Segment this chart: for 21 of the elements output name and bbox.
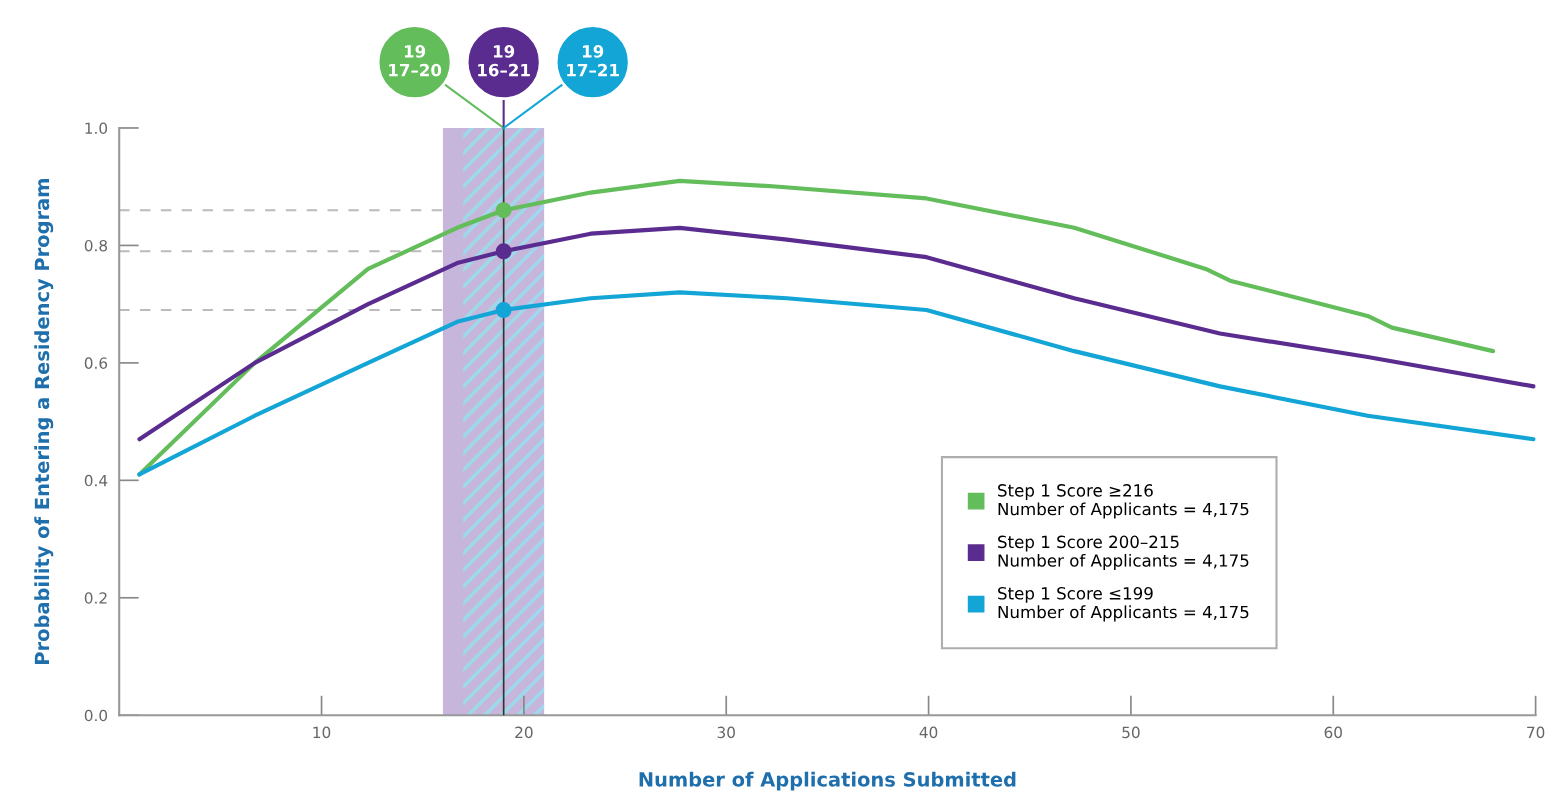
y-tick-label: 0.2 [84,592,107,604]
x-tick-label: 40 [919,726,938,739]
text: 19 16–21 [478,45,530,77]
y-tick-label: 0.4 [84,474,108,487]
y-tick-label: 0.8 [84,239,108,252]
y-tick-label: 0.6 [84,357,108,369]
y-tick-label: 1.0 [85,122,108,134]
x-tick-label: 60 [1324,726,1342,739]
text: 19 17–21 [567,45,619,77]
x-tick-label: 10 [313,726,331,739]
x-tick-label: 50 [1122,726,1140,739]
x-axis-title: Number of Applications Submitted [639,771,1016,791]
text: 19 17–20 [389,45,442,77]
x-tick-label: 30 [717,726,735,739]
legend-label: Step 1 Score ≥216 Number of Applicants = 4,175 [998,484,1249,519]
x-tick-label: 20 [515,726,533,739]
x-tick-label: 70 [1527,726,1545,739]
legend-label: Step 1 Score 200–215 Number of Applicants = 4,175 [998,535,1249,571]
y-axis-title: Probability of Entering a Residency Program [34,179,54,664]
y-tick-label: 0.0 [84,709,108,722]
legend-label: Step 1 Score ≤199 Number of Applicants = 4,175 [998,587,1249,622]
